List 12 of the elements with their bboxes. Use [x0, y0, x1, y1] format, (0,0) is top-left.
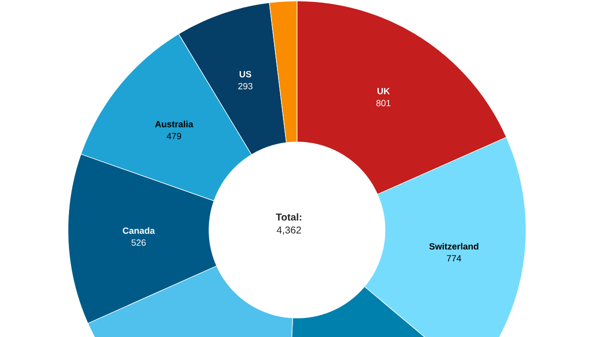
- data-label: 293: [238, 82, 252, 90]
- slice-label: UK: [378, 88, 390, 94]
- slice-label: Canada: [122, 227, 155, 234]
- text: Total:: [276, 213, 302, 221]
- slice-label: Australia: [155, 120, 194, 128]
- slice-label: US: [240, 71, 252, 78]
- data-label: 774: [446, 255, 462, 262]
- data-label: 526: [132, 239, 146, 246]
- data-label: 801: [376, 100, 390, 106]
- text: 4,362: [276, 226, 301, 235]
- data-label: 479: [166, 132, 182, 140]
- slice-label: Switzerland: [429, 242, 478, 250]
